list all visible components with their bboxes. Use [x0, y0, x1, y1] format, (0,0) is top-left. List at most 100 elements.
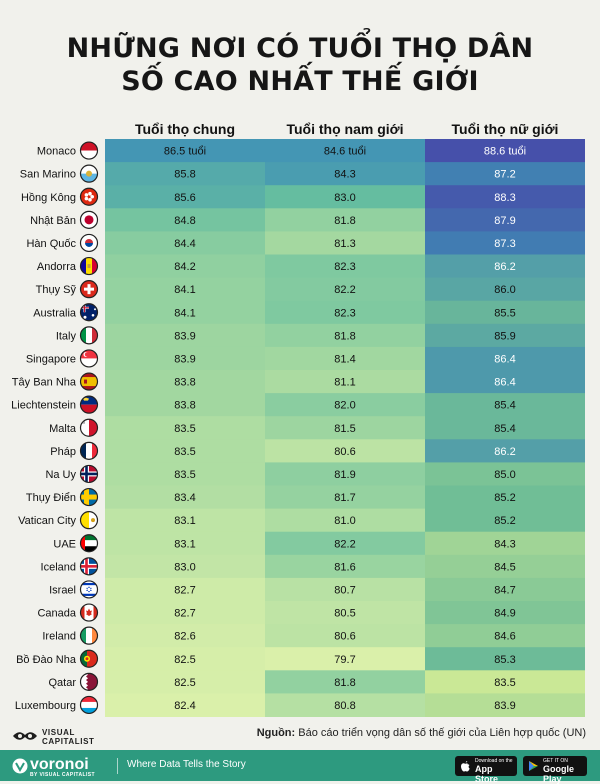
table-row: Australia 84.1 82.3 85.5 [33, 300, 585, 325]
value-label: 82.7 [174, 584, 195, 596]
value-label: 86.2 [494, 446, 515, 458]
cell-total [105, 139, 265, 163]
value-label: 82.3 [334, 261, 355, 273]
cell-male [265, 254, 425, 279]
cell-female [425, 439, 585, 463]
value-label: 85.8 [174, 169, 195, 181]
title-line-1: NHỮNG NƠI CÓ TUỔI THỌ DÂN [66, 33, 534, 64]
cell-female [425, 185, 585, 209]
value-label: 82.3 [334, 307, 355, 319]
table-row: Na Uy 83.5 81.9 85.0 [45, 462, 585, 486]
title-line-2: SỐ CAO NHẤT THẾ GIỚI [121, 66, 479, 97]
cell-total [105, 670, 265, 694]
value-label: 85.4 [494, 423, 515, 435]
cell-female [425, 346, 585, 371]
value-label: 88.3 [494, 192, 515, 204]
google-play-button[interactable]: GET IT ON Google Play [523, 756, 587, 784]
value-label: 81.7 [334, 492, 355, 504]
value-label: 82.0 [334, 400, 355, 412]
cell-female [425, 162, 585, 186]
luxembourg-flag-icon [79, 695, 99, 715]
value-label: 83.9 [174, 353, 195, 365]
country-label: Qatar [48, 677, 76, 689]
cell-total [105, 370, 265, 394]
table-row: Luxembourg 82.4 80.8 83.9 [15, 693, 585, 717]
spain-flag-icon [79, 372, 99, 391]
andorra-flag-icon [79, 256, 99, 276]
value-label: 84.1 [174, 307, 195, 319]
value-label: 83.5 [174, 469, 195, 481]
country-label: UAE [53, 538, 76, 550]
visual-capitalist-mark-icon [13, 732, 37, 740]
cell-female [425, 370, 585, 394]
cell-female [425, 670, 585, 694]
app-store-button[interactable]: Download on the App Store [455, 756, 517, 784]
france-flag-icon [79, 441, 99, 460]
portugal-flag-icon [79, 649, 99, 668]
table-row: Andorra 84.2 82.3 86.2 [37, 254, 585, 279]
google-play-label: Google Play [543, 764, 574, 784]
value-label: 83.5 [174, 446, 195, 458]
value-label: 87.2 [494, 169, 515, 181]
value-label: 81.6 [334, 561, 355, 573]
value-label: 85.2 [494, 492, 515, 504]
hong-kong-flag-icon [79, 187, 99, 206]
cell-female [425, 393, 585, 417]
country-label: Pháp [50, 446, 76, 458]
country-label: Malta [49, 423, 77, 435]
table-row: Monaco 86.5 tuổi 84.6 tuổi 88.6 tuổi [37, 139, 585, 163]
column-header-male: Tuổi thọ nam giới [286, 121, 404, 137]
cell-female [425, 323, 585, 348]
table-row: Singapore 83.9 81.4 86.4 [26, 346, 585, 371]
cell-female [425, 531, 585, 556]
country-label: San Marino [20, 169, 76, 181]
country-label: Andorra [37, 261, 77, 273]
table-row: Bồ Đào Nha 82.5 79.7 85.3 [16, 647, 585, 671]
cell-female [425, 300, 585, 325]
table-row: Qatar 82.5 81.8 83.5 [48, 670, 585, 694]
voronoi-brand: voronoi BY VISUAL CAPITALIST [30, 756, 95, 778]
country-label: Israel [49, 584, 76, 596]
source-text: Báo cáo triển vọng dân số thế giới của L… [298, 727, 586, 739]
cell-male [265, 277, 425, 302]
australia-flag-icon [79, 303, 99, 322]
italy-flag-icon [79, 326, 99, 345]
value-label: 86.5 tuổi [164, 146, 206, 158]
liechtenstein-flag-icon [79, 395, 99, 414]
cell-total [105, 231, 265, 255]
value-label: 83.1 [174, 538, 195, 550]
value-label: 80.7 [334, 584, 355, 596]
cell-total [105, 647, 265, 671]
san-marino-flag-icon [79, 164, 99, 183]
life-expectancy-table: Monaco 86.5 tuổi 84.6 tuổi 88.6 tuổi San Mar… [11, 139, 585, 717]
source-label: Nguồn: [256, 727, 296, 739]
country-label: Na Uy [45, 469, 76, 481]
value-label: 80.6 [334, 631, 355, 643]
cell-female [425, 647, 585, 671]
value-label: 87.9 [494, 215, 515, 227]
norway-flag-icon [79, 464, 99, 484]
cell-total [105, 277, 265, 302]
cell-total [105, 439, 265, 463]
app-store-small: Download on the [475, 758, 513, 764]
visual-capitalist-logo: VISUAL CAPITALIST [12, 727, 122, 747]
uae-flag-icon [79, 534, 99, 553]
ireland-flag-icon [79, 626, 99, 645]
value-label: 81.8 [334, 215, 355, 227]
country-label: Nhật Bản [30, 215, 76, 227]
google-play-small: GET IT ON [543, 758, 568, 764]
country-label: Canada [37, 608, 76, 620]
value-label: 83.1 [174, 515, 195, 527]
value-label: 84.4 [174, 238, 195, 250]
value-label: 84.1 [174, 284, 195, 296]
tagline: Where Data Tells the Story [127, 759, 246, 770]
value-label: 81.3 [334, 238, 355, 250]
table-row: Vatican City 83.1 81.0 85.2 [18, 508, 585, 533]
cell-total [105, 624, 265, 648]
value-label: 85.5 [494, 307, 515, 319]
value-label: 85.9 [494, 330, 515, 342]
value-label: 85.2 [494, 515, 515, 527]
cell-female [425, 508, 585, 533]
cell-male [265, 208, 425, 232]
value-label: 83.8 [174, 400, 195, 412]
